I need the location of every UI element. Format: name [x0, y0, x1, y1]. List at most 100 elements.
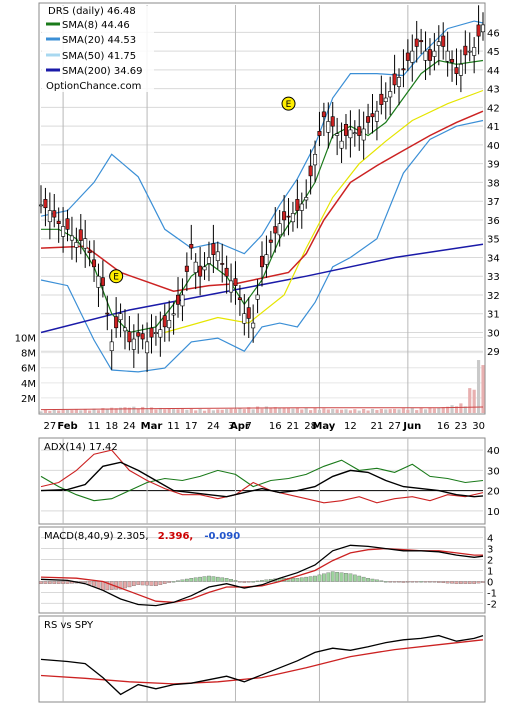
macd-hist-bar-12	[92, 581, 96, 587]
volume-bar-6	[65, 409, 70, 413]
macd-series	[39, 544, 485, 607]
candle-body-29	[167, 319, 172, 329]
candle-body-66	[330, 116, 335, 127]
volume-bar-3	[52, 409, 56, 413]
candle-body-95	[458, 63, 463, 76]
rs-panel	[38, 615, 486, 703]
volume-bar-55	[282, 407, 286, 413]
macd-hist-bar-49	[255, 580, 260, 582]
candle-body-80	[392, 73, 397, 86]
x-label-20: 16	[437, 421, 450, 432]
macd-hist-bar-65	[326, 572, 331, 582]
volume-bar-91	[441, 407, 445, 413]
candle-body-48	[251, 322, 256, 329]
volume-bar-71	[353, 409, 357, 413]
volume-bar-79	[388, 409, 392, 413]
bollinger-upper	[40, 20, 484, 255]
volume-bar-60	[304, 407, 308, 413]
adx-tick-30: 30	[487, 466, 500, 477]
candle-body-32	[180, 294, 185, 307]
volume-bar-7	[70, 410, 74, 413]
candle-body-83	[405, 52, 410, 61]
x-label-0: 27	[43, 421, 56, 432]
macd-tick-2: 2	[487, 556, 493, 567]
candle-body-37	[202, 266, 207, 271]
earnings-markers: EE	[109, 96, 296, 284]
volume-bar-84	[410, 407, 414, 413]
candle-body-26	[153, 332, 158, 335]
macd-hist-bar-64	[322, 573, 326, 582]
volume-bar-46	[242, 409, 246, 413]
candle-body-35	[193, 261, 198, 273]
candle-body-25	[149, 327, 154, 338]
macd-hist-value: -0.090	[204, 531, 240, 542]
macd-hist-bar-96	[463, 581, 468, 584]
price-tick-37: 37	[487, 197, 500, 208]
volume-bar-21	[132, 406, 136, 413]
macd-hist-bar-59	[299, 577, 304, 582]
price-tick-35: 35	[487, 235, 500, 246]
volume-bar-32	[180, 408, 185, 413]
candle-body-98	[472, 47, 477, 56]
volume-bar-19	[123, 407, 127, 413]
earnings-marker-1	[281, 96, 296, 111]
x-label-11: 7	[246, 421, 252, 432]
volume-bar-81	[397, 409, 401, 413]
volume-tick-8M: 8M	[21, 349, 36, 360]
volume-bar-67	[335, 409, 339, 413]
volume-bar-68	[339, 409, 344, 413]
macd-hist-bar-29	[167, 581, 172, 583]
macd-value: 2.396,	[158, 531, 193, 542]
x-label-14: 28	[304, 421, 317, 432]
candle-body-91	[441, 35, 446, 47]
volume-bar-52	[269, 408, 273, 413]
candle-body-18	[118, 313, 123, 320]
candle-body-2	[47, 210, 52, 223]
macd-hist-bar-22	[136, 581, 141, 585]
rs-sma-line	[40, 639, 484, 685]
candle-body-28	[162, 315, 167, 328]
volume-bar-61	[309, 410, 313, 413]
volume-tick-6M: 6M	[21, 364, 36, 375]
macd-hist-bar-79	[388, 581, 393, 583]
macd-hist-bar-37	[202, 576, 207, 582]
price-y-axis: 46 45 44 43 42 41 40 39 38 37 36 35 34 33 32 31 30 29	[487, 28, 500, 358]
candle-body-23	[140, 333, 145, 340]
candle-body-62	[313, 153, 318, 166]
earnings-label-0: E	[113, 273, 119, 283]
macd-hist-bar-75	[370, 578, 375, 582]
volume-bar-90	[437, 407, 441, 413]
candle-body-77	[379, 93, 384, 105]
volume-bar-72	[357, 410, 361, 413]
macd-hist-bar-38	[207, 575, 211, 582]
candle-body-57	[290, 213, 295, 223]
candle-body-56	[286, 215, 291, 218]
candle-body-70	[348, 129, 353, 139]
macd-hist-bar-61	[308, 576, 313, 582]
candle-body-30	[171, 313, 176, 316]
adx-tick-10: 10	[487, 507, 500, 518]
volume-bar-33	[185, 409, 189, 413]
candle-body-61	[308, 165, 313, 177]
macd-hist-bar-83	[406, 581, 410, 583]
volume-bar-62	[313, 408, 317, 413]
candle-body-75	[370, 113, 375, 118]
volume-bar-11	[88, 410, 92, 413]
volume-bar-37	[202, 410, 207, 413]
volume-bar-30	[172, 409, 176, 413]
volume-bar-59	[300, 409, 304, 413]
macd-hist-bar-20	[127, 581, 132, 588]
volume-bar-42	[225, 409, 229, 413]
macd-tick-4: 4	[487, 534, 493, 545]
rs-line	[40, 634, 484, 696]
candle-body-3	[52, 210, 57, 218]
volume-bar-96	[463, 406, 467, 413]
volume-bar-34	[189, 408, 193, 413]
candle-body-89	[432, 50, 437, 57]
macd-hist-bar-19	[123, 581, 127, 589]
candle-body-14	[100, 277, 105, 286]
x-label-7: 17	[185, 421, 198, 432]
price-tick-46: 46	[487, 28, 500, 39]
macd-tick--2: -2	[487, 599, 497, 610]
macd-hist-bar-15	[105, 581, 110, 591]
